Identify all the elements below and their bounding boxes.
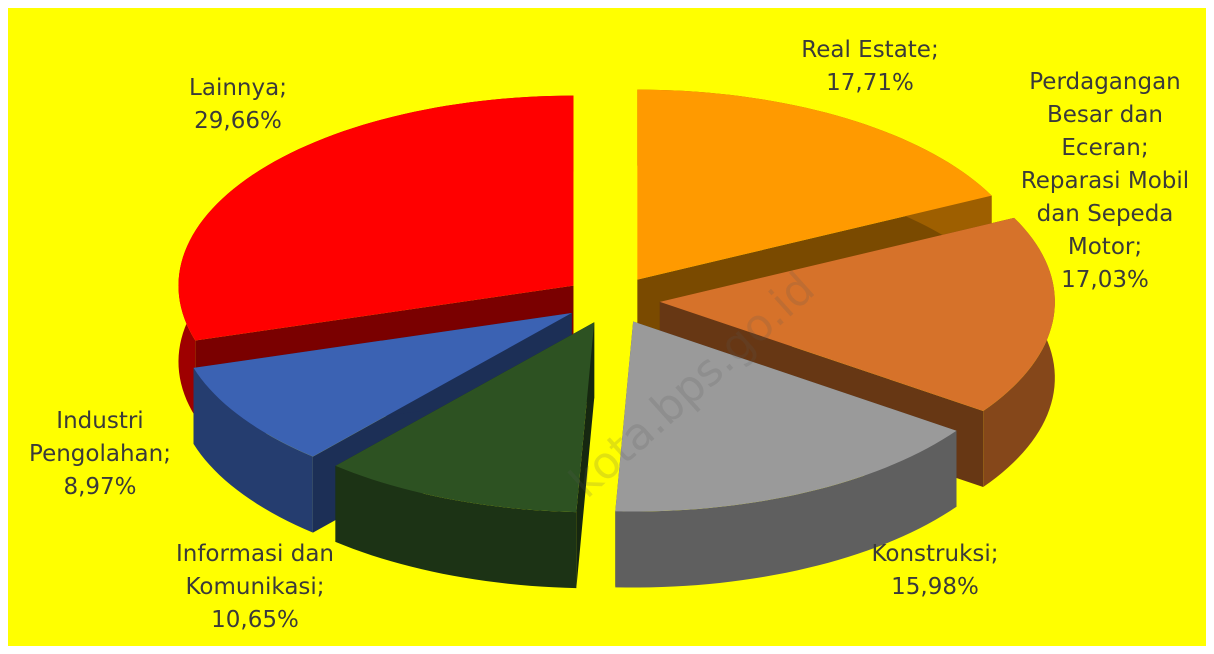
slice [178,95,574,341]
category-label: Real Estate; [801,37,939,63]
slice [615,321,957,512]
data-label: Lainnya; 29,66% [163,72,313,138]
data-label: Industri Pengolahan; 8,97% [20,405,180,504]
data-label: Informasi dan Komunikasi; 10,65% [145,538,365,637]
value-label: 17,71% [826,70,914,96]
slice-rim [615,430,957,588]
value-label: 8,97% [63,474,137,500]
data-label: Konstruksi; 15,98% [835,538,1035,604]
slice [659,217,1055,411]
category-label: Perdagangan Besar dan Eceran; Reparasi M… [1020,69,1190,260]
slice [637,89,992,280]
data-label: Real Estate; 17,71% [770,34,970,100]
value-label: 10,65% [211,607,299,633]
slice [335,322,595,589]
category-label: Lainnya; [189,75,287,101]
slice-rim [335,465,577,589]
value-label: 29,66% [194,108,282,134]
slice [615,321,957,588]
slice [335,322,595,513]
category-label: Industri Pengolahan; [29,408,171,467]
category-label: Konstruksi; [871,541,999,567]
category-label: Informasi dan Komunikasi; [175,541,335,600]
slice-rim [193,367,313,533]
value-label: 17,03% [1061,267,1149,293]
data-label: Perdagangan Besar dan Eceran; Reparasi M… [1010,66,1200,297]
value-label: 15,98% [891,574,979,600]
slice [193,313,572,457]
